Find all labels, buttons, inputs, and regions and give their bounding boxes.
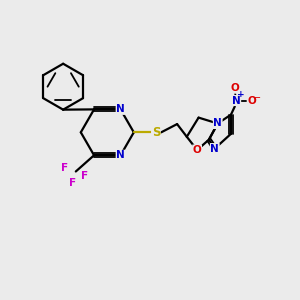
Text: O: O <box>193 145 202 155</box>
Text: N: N <box>116 104 125 114</box>
Text: −: − <box>253 93 261 103</box>
Text: F: F <box>61 163 68 173</box>
Text: O: O <box>230 83 239 93</box>
Text: F: F <box>69 178 76 188</box>
Text: F: F <box>81 171 88 181</box>
Text: S: S <box>152 126 160 139</box>
Text: O: O <box>247 95 256 106</box>
Text: N: N <box>210 143 219 154</box>
Text: N: N <box>116 150 125 160</box>
Text: N: N <box>213 118 222 128</box>
Text: N: N <box>232 95 241 106</box>
Text: +: + <box>238 90 245 99</box>
